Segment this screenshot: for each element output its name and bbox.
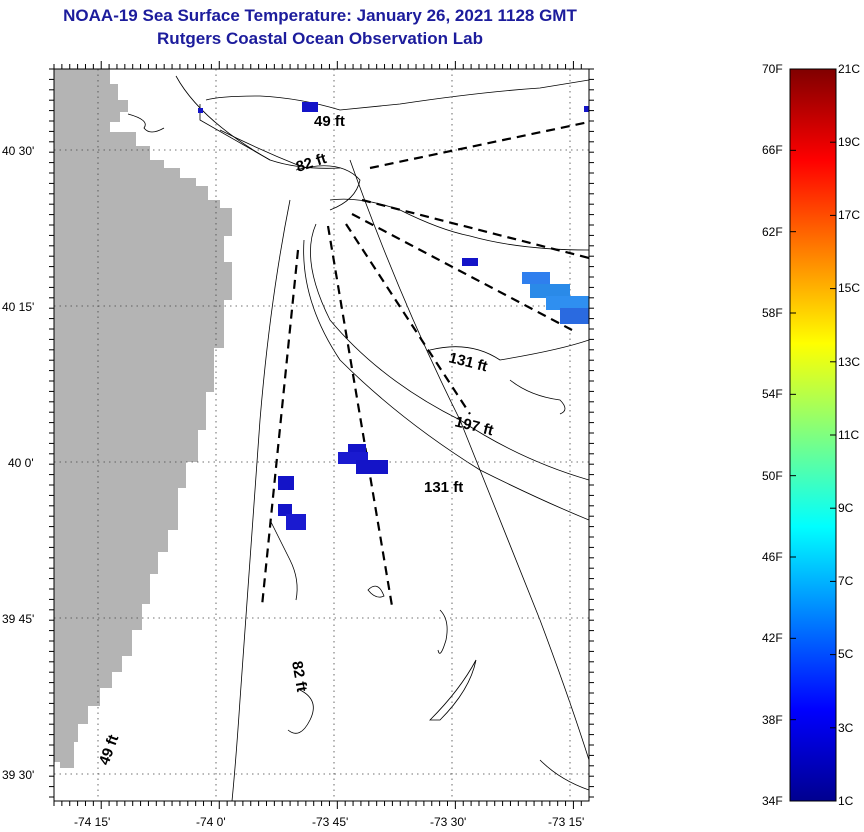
colorbar-fahrenheit-labels: 70F 66F 62F 58F 54F 50F 46F 42F 38F 34F bbox=[762, 62, 783, 808]
cb-label-9c: 9C bbox=[838, 501, 854, 515]
frame-ticks bbox=[49, 61, 594, 809]
longitude-labels: -74 15' -74 0' -73 45' -73 30' -73 15' bbox=[74, 815, 584, 829]
cb-label-19c: 19C bbox=[838, 135, 860, 149]
cb-label-17c: 17C bbox=[838, 208, 860, 222]
cb-label-66f: 66F bbox=[762, 143, 783, 157]
colorbar-celsius-labels: 21C 19C 17C 15C 13C 11C 9C 7C 5C 3C 1C bbox=[838, 62, 860, 808]
lon-label-74-15: -74 15' bbox=[74, 815, 110, 829]
depth-label-131ft-south: 131 ft bbox=[424, 479, 463, 496]
sst-pixels bbox=[198, 102, 589, 530]
lat-label-39-30: 39 30' bbox=[2, 768, 34, 782]
map-title: NOAA-19 Sea Surface Temperature: January… bbox=[63, 6, 577, 25]
cb-label-21c: 21C bbox=[838, 62, 860, 76]
lat-label-40-0: 40 0' bbox=[8, 456, 34, 470]
temperature-colorbar bbox=[789, 68, 837, 802]
lat-label-39-45: 39 45' bbox=[2, 612, 34, 626]
cb-label-7c: 7C bbox=[838, 574, 854, 588]
cb-label-58f: 58F bbox=[762, 306, 783, 320]
cb-label-42f: 42F bbox=[762, 631, 783, 645]
cb-label-34f: 34F bbox=[762, 794, 783, 808]
latitude-labels: 40 30' 40 15' 40 0' 39 45' 39 30' bbox=[2, 144, 34, 782]
lat-label-40-15: 40 15' bbox=[2, 300, 34, 314]
depth-label-49ft-north: 49 ft bbox=[314, 113, 345, 130]
lon-label-73-45: -73 45' bbox=[312, 815, 348, 829]
depth-label-82ft-south: 82 ft bbox=[288, 660, 310, 693]
cb-label-15c: 15C bbox=[838, 281, 860, 295]
lon-label-73-30: -73 30' bbox=[430, 815, 466, 829]
cb-label-5c: 5C bbox=[838, 647, 854, 661]
cb-label-11c: 11C bbox=[838, 428, 859, 442]
lon-label-73-15: -73 15' bbox=[548, 815, 584, 829]
cb-label-38f: 38F bbox=[762, 713, 783, 727]
cb-label-50f: 50F bbox=[762, 469, 783, 483]
map-subtitle: Rutgers Coastal Ocean Observation Lab bbox=[157, 29, 483, 48]
transect-lines bbox=[260, 120, 589, 607]
cb-label-70f: 70F bbox=[762, 62, 783, 76]
lon-label-74-0: -74 0' bbox=[196, 815, 226, 829]
cb-label-54f: 54F bbox=[762, 387, 783, 401]
cb-label-62f: 62F bbox=[762, 225, 783, 239]
cb-label-1c: 1C bbox=[838, 794, 854, 808]
land-new-jersey bbox=[54, 69, 232, 762]
cb-label-13c: 13C bbox=[838, 355, 860, 369]
lat-label-40-30: 40 30' bbox=[2, 144, 34, 158]
cb-label-46f: 46F bbox=[762, 550, 783, 564]
gridlines bbox=[54, 69, 589, 801]
cb-label-3c: 3C bbox=[838, 721, 854, 735]
colorbar-ticks bbox=[790, 68, 836, 802]
